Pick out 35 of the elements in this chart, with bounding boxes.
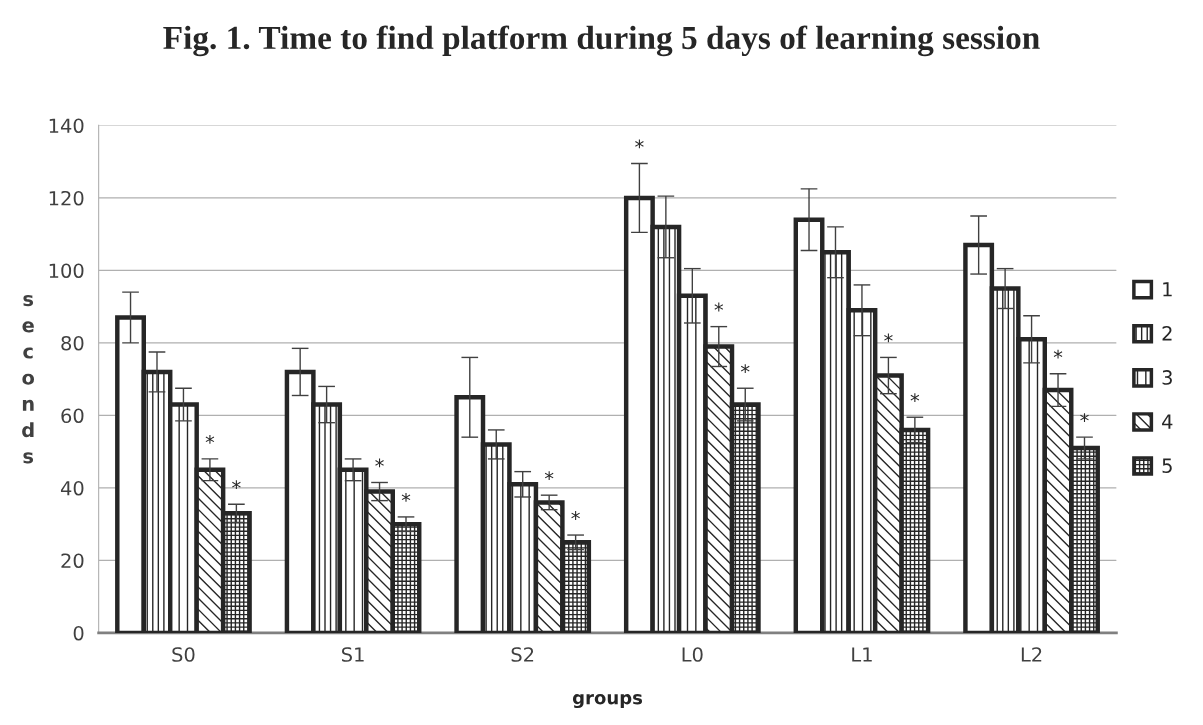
data-label: *: [884, 333, 893, 343]
y-tick-label: 80: [61, 335, 84, 351]
data-label: *: [1080, 413, 1089, 423]
data-label: *: [571, 511, 580, 520]
y-tick-label: 140: [49, 118, 84, 134]
x-tick-label: L2: [1021, 647, 1042, 662]
data-label: *: [1053, 349, 1063, 359]
data-label: *: [714, 302, 724, 312]
x-tick-label: L0: [682, 647, 703, 662]
y-axis-title: seconds: [22, 295, 35, 464]
x-tick-label: S1: [342, 647, 364, 662]
data-label: *: [232, 480, 241, 490]
data-label: *: [401, 492, 411, 502]
legend-label: 1: [1163, 282, 1172, 297]
y-tick-label: 20: [61, 553, 84, 569]
legend-label: 4: [1162, 414, 1173, 429]
y-tick-label: 60: [61, 408, 84, 424]
data-label: *: [544, 471, 554, 481]
x-tick-label: S0: [172, 647, 195, 662]
data-label: *: [910, 393, 920, 403]
y-tick-label: 0: [73, 625, 84, 641]
y-tick-label: 40: [60, 480, 84, 496]
y-tick-label: 120: [49, 190, 84, 206]
data-label: *: [375, 458, 384, 468]
legend-label: 5: [1162, 458, 1172, 474]
x-tick-label: L1: [852, 647, 872, 662]
y-tick-label: 100: [49, 263, 84, 279]
x-axis-title: groups: [572, 694, 643, 709]
data-label: *: [740, 364, 750, 374]
x-tick-label: S2: [511, 647, 534, 662]
data-label: *: [635, 139, 644, 149]
chart-title: Fig. 1. Time to find platform during 5 days of learning session: [163, 25, 1040, 57]
data-label: *: [205, 434, 215, 444]
legend-label: 2: [1162, 326, 1172, 341]
legend-label: 3: [1162, 370, 1172, 385]
